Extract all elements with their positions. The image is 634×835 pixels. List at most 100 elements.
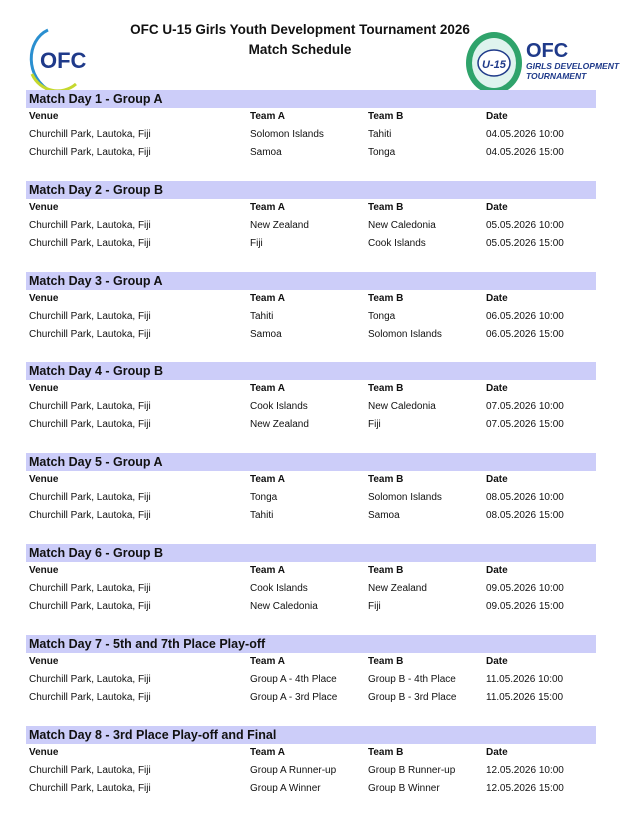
- venue-cell: Churchill Park, Lautoka, Fiji: [29, 328, 151, 340]
- match-row: Churchill Park, Lautoka, Fiji Samoa Solomo…: [26, 326, 596, 344]
- column-header: Team A: [250, 201, 286, 213]
- venue-cell: Churchill Park, Lautoka, Fiji: [29, 147, 151, 158]
- column-header: Team B: [368, 292, 404, 304]
- date-cell: 09.05.2026 10:00: [486, 583, 564, 594]
- match-day-section: Match Day 8 - 3rd Place Play-off and Fin…: [26, 725, 596, 817]
- venue-cell: Churchill Park, Lautoka, Fiji: [29, 237, 151, 249]
- section-header: Match Day 5 - Group A: [26, 453, 596, 472]
- column-header: Team A: [250, 292, 286, 304]
- team-a-cell: Group A Winner: [250, 782, 321, 794]
- svg-text:U-15: U-15: [482, 59, 507, 71]
- team-b-cell: Cook Islands: [368, 237, 426, 249]
- team-b-cell: Solomon Islands: [368, 492, 442, 504]
- team-a-cell: New Zealand: [250, 419, 309, 431]
- team-a-cell: Cook Islands: [250, 583, 308, 594]
- section-header: Match Day 3 - Group A: [26, 271, 596, 290]
- team-b-cell: Tonga: [368, 310, 396, 322]
- column-header: Date: [486, 201, 508, 213]
- column-headers: Venue Team A Team B Date: [26, 744, 596, 762]
- match-row: Churchill Park, Lautoka, Fiji Cook Island…: [26, 580, 596, 598]
- date-cell: 12.05.2026 15:00: [486, 782, 564, 794]
- venue-cell: Churchill Park, Lautoka, Fiji: [29, 419, 151, 431]
- match-row: Churchill Park, Lautoka, Fiji Tahiti Tonga…: [26, 308, 596, 326]
- page-subtitle: Match Schedule: [248, 42, 352, 57]
- venue-cell: Churchill Park, Lautoka, Fiji: [29, 601, 151, 612]
- column-headers: Venue Team A Team B Date: [26, 471, 596, 489]
- match-row: Churchill Park, Lautoka, Fiji Tonga Solomo…: [26, 489, 596, 507]
- column-headers: Venue Team A Team B Date: [26, 290, 596, 308]
- match-day-section: Match Day 1 - Group A Venue Team A Team B Da…: [26, 90, 596, 181]
- date-cell: 08.05.2026 15:00: [486, 510, 564, 522]
- section-header: Match Day 4 - Group B: [26, 362, 596, 381]
- match-day-section: Match Day 6 - Group B Venue Team A Team B Da…: [26, 544, 596, 635]
- column-headers: Venue Team A Team B Date: [26, 108, 596, 126]
- column-header: Team A: [250, 111, 286, 122]
- team-b-cell: New Caledonia: [368, 401, 436, 413]
- column-header: Team B: [368, 111, 404, 122]
- svg-text:OFC: OFC: [526, 40, 568, 62]
- team-a-cell: Tahiti: [250, 310, 274, 322]
- column-header: Team B: [368, 655, 404, 667]
- match-row: Churchill Park, Lautoka, Fiji Group A - 3…: [26, 689, 596, 707]
- column-header: Date: [486, 111, 508, 122]
- column-header: Venue: [29, 474, 59, 486]
- match-row: Churchill Park, Lautoka, Fiji New Zealand…: [26, 416, 596, 434]
- column-header: Venue: [29, 655, 59, 667]
- venue-cell: Churchill Park, Lautoka, Fiji: [29, 782, 151, 794]
- match-row: Churchill Park, Lautoka, Fiji Tahiti Samoa…: [26, 507, 596, 525]
- column-header: Date: [486, 292, 508, 304]
- column-headers: Venue Team A Team B Date: [26, 562, 596, 580]
- column-header: Team B: [368, 474, 404, 486]
- column-header: Date: [486, 474, 508, 486]
- match-row: Churchill Park, Lautoka, Fiji New Zealand…: [26, 217, 596, 235]
- date-cell: 11.05.2026 10:00: [486, 673, 564, 685]
- match-row: Churchill Park, Lautoka, Fiji Group A Run…: [26, 762, 596, 780]
- date-cell: 09.05.2026 15:00: [486, 601, 564, 612]
- date-cell: 08.05.2026 10:00: [486, 492, 564, 504]
- match-day-section: Match Day 7 - 5th and 7th Place Play-off…: [26, 634, 596, 726]
- date-cell: 05.05.2026 15:00: [486, 237, 564, 249]
- team-a-cell: Group A - 4th Place: [250, 673, 337, 685]
- team-b-cell: Fiji: [368, 419, 381, 431]
- date-cell: 06.05.2026 10:00: [486, 310, 564, 322]
- column-header: Team A: [250, 565, 286, 576]
- match-row: Churchill Park, Lautoka, Fiji Fiji Cook Is…: [26, 235, 596, 253]
- team-a-cell: Group A - 3rd Place: [250, 691, 338, 703]
- team-a-cell: Samoa: [250, 328, 282, 340]
- match-row: Churchill Park, Lautoka, Fiji Solomon Isl…: [26, 126, 596, 144]
- column-header: Date: [486, 565, 508, 576]
- column-header: Team B: [368, 383, 404, 395]
- column-header: Team A: [250, 383, 286, 395]
- team-b-cell: Solomon Islands: [368, 328, 442, 340]
- date-cell: 11.05.2026 15:00: [486, 691, 564, 703]
- venue-cell: Churchill Park, Lautoka, Fiji: [29, 583, 151, 594]
- venue-cell: Churchill Park, Lautoka, Fiji: [29, 691, 151, 703]
- venue-cell: Churchill Park, Lautoka, Fiji: [29, 129, 151, 140]
- match-day-section: Match Day 4 - Group B Venue Team A Team B Da…: [26, 362, 596, 453]
- team-b-cell: Samoa: [368, 510, 400, 522]
- match-day-section: Match Day 3 - Group A Venue Team A Team B Da…: [26, 271, 596, 363]
- team-b-cell: New Caledonia: [368, 219, 436, 231]
- column-headers: Venue Team A Team B Date: [26, 199, 596, 217]
- date-cell: 04.05.2026 10:00: [486, 129, 564, 140]
- venue-cell: Churchill Park, Lautoka, Fiji: [29, 510, 151, 522]
- date-cell: 07.05.2026 10:00: [486, 401, 564, 413]
- svg-text:OFC: OFC: [40, 48, 87, 73]
- venue-cell: Churchill Park, Lautoka, Fiji: [29, 764, 151, 776]
- ofc-logo: OFC: [26, 26, 106, 96]
- column-header: Venue: [29, 292, 59, 304]
- team-a-cell: Samoa: [250, 147, 282, 158]
- svg-text:TOURNAMENT: TOURNAMENT: [526, 71, 587, 81]
- column-header: Venue: [29, 383, 59, 395]
- column-header: Date: [486, 383, 508, 395]
- date-cell: 05.05.2026 10:00: [486, 219, 564, 231]
- venue-cell: Churchill Park, Lautoka, Fiji: [29, 310, 151, 322]
- match-day-section: Match Day 2 - Group B Venue Team A Team B Da…: [26, 180, 596, 272]
- team-a-cell: New Zealand: [250, 219, 309, 231]
- column-header: Team B: [368, 201, 404, 213]
- column-header: Team A: [250, 655, 286, 667]
- column-header: Team B: [368, 565, 404, 576]
- logo-subtitle: GIRLS DEVELOPMENT: [526, 61, 620, 71]
- match-row: Churchill Park, Lautoka, Fiji Group A Win…: [26, 780, 596, 798]
- section-header: Match Day 6 - Group B: [26, 544, 596, 562]
